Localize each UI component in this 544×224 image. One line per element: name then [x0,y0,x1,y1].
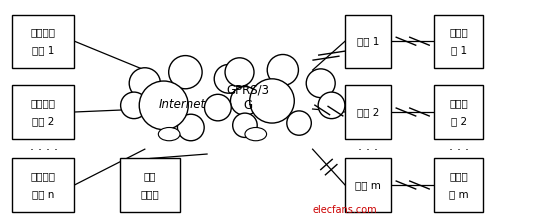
Text: · · ·: · · · [449,144,469,157]
FancyBboxPatch shape [120,158,180,211]
Ellipse shape [306,69,335,98]
Ellipse shape [225,58,254,86]
Ellipse shape [205,94,231,121]
Text: 终端 1: 终端 1 [32,45,54,55]
FancyBboxPatch shape [345,85,391,139]
Text: 中心: 中心 [144,171,157,181]
Text: 机 2: 机 2 [450,116,467,126]
Text: 手机 2: 手机 2 [357,107,379,117]
Text: 专家诊断: 专家诊断 [31,98,56,108]
FancyBboxPatch shape [345,158,391,211]
Ellipse shape [177,114,204,141]
FancyBboxPatch shape [434,15,483,68]
FancyBboxPatch shape [12,85,75,139]
Ellipse shape [129,68,160,99]
Ellipse shape [318,92,345,119]
Ellipse shape [214,65,243,93]
Text: 终端 2: 终端 2 [32,116,54,126]
Ellipse shape [267,54,299,85]
Text: 机 m: 机 m [449,189,468,199]
Text: GPRS/3
G: GPRS/3 G [226,84,269,112]
Text: 手机 1: 手机 1 [357,36,379,46]
Text: 专家诊断: 专家诊断 [31,27,56,37]
Text: Internet: Internet [159,98,206,111]
Ellipse shape [245,127,267,141]
FancyBboxPatch shape [434,158,483,211]
Text: 心电图: 心电图 [449,171,468,181]
Text: 手机 m: 手机 m [355,180,381,190]
Text: 专家诊断: 专家诊断 [31,171,56,181]
FancyBboxPatch shape [345,15,391,68]
Ellipse shape [287,111,311,135]
Text: 终端 n: 终端 n [32,189,54,199]
Text: elecfans.com: elecfans.com [313,205,378,215]
Ellipse shape [158,127,180,141]
Ellipse shape [233,113,257,138]
Ellipse shape [121,92,147,119]
Text: 机 1: 机 1 [450,45,467,55]
Text: 服务器: 服务器 [141,189,159,199]
Text: · · ·: · · · [358,144,378,157]
Text: · · · ·: · · · · [29,144,58,157]
FancyBboxPatch shape [434,85,483,139]
FancyBboxPatch shape [12,158,75,211]
Text: 心电图: 心电图 [449,98,468,108]
Ellipse shape [139,81,188,130]
Ellipse shape [250,79,294,123]
Text: 心电图: 心电图 [449,27,468,37]
Ellipse shape [231,86,259,115]
Ellipse shape [169,56,202,89]
FancyBboxPatch shape [12,15,75,68]
